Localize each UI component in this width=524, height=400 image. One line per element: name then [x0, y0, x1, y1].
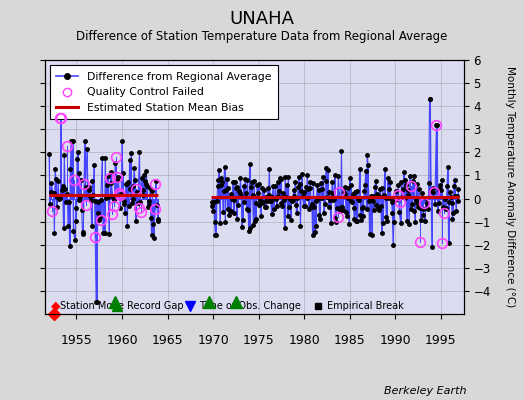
- Text: 1970: 1970: [197, 334, 229, 347]
- Text: 1975: 1975: [243, 334, 275, 347]
- Text: Time of Obs. Change: Time of Obs. Change: [200, 301, 301, 311]
- Text: 1995: 1995: [425, 334, 457, 347]
- Text: UNAHA: UNAHA: [230, 10, 294, 28]
- Y-axis label: Monthly Temperature Anomaly Difference (°C): Monthly Temperature Anomaly Difference (…: [505, 66, 515, 308]
- Text: 1990: 1990: [379, 334, 411, 347]
- Text: 1955: 1955: [61, 334, 92, 347]
- Text: 1980: 1980: [288, 334, 320, 347]
- Legend: Difference from Regional Average, Quality Control Failed, Estimated Station Mean: Difference from Regional Average, Qualit…: [50, 66, 278, 119]
- Text: 1965: 1965: [152, 334, 183, 347]
- Text: ◆: ◆: [51, 300, 61, 312]
- Text: Record Gap: Record Gap: [127, 301, 183, 311]
- Text: 1985: 1985: [334, 334, 366, 347]
- Text: Station Move: Station Move: [60, 301, 124, 311]
- Text: Berkeley Earth: Berkeley Earth: [384, 386, 466, 396]
- Text: 1960: 1960: [106, 334, 138, 347]
- Text: Difference of Station Temperature Data from Regional Average: Difference of Station Temperature Data f…: [77, 30, 447, 43]
- Text: Empirical Break: Empirical Break: [327, 301, 404, 311]
